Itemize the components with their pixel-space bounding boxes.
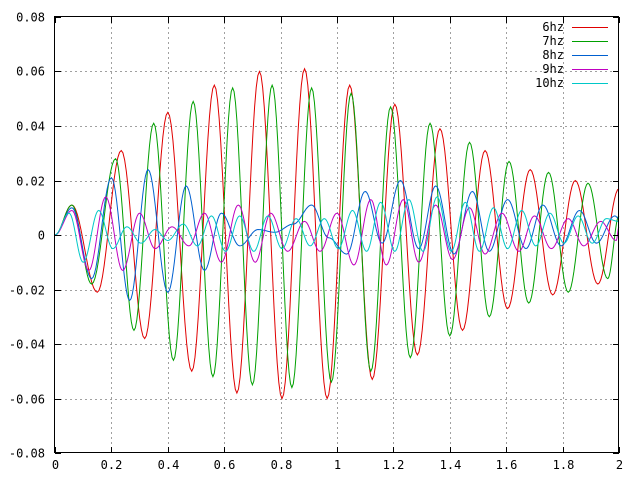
x-tick-label: 0 [52,458,59,472]
x-tick-label: 1 [334,458,341,472]
y-tick-label: -0.04 [9,338,45,352]
y-tick-label: -0.06 [9,393,45,407]
series-lines [54,67,620,400]
legend-label-6hz: 6hz [542,20,564,34]
x-tick-label: 1.4 [440,458,462,472]
x-tick-label: 0.6 [214,458,236,472]
legend-label-7hz: 7hz [542,34,564,48]
x-tick-labels: 0 0.2 0.4 0.6 0.8 1 1.2 1.4 1.6 1.8 2 [52,458,623,472]
legend-label-8hz: 8hz [542,48,564,62]
series-line-9hz [54,196,620,272]
x-tick-label: 0.2 [101,458,123,472]
y-tick-label: 0.04 [16,120,45,134]
y-tick-label: 0 [38,229,45,243]
y-tick-label: -0.02 [9,284,45,298]
y-tick-label: 0.08 [16,11,45,25]
y-tick-label: 0.02 [16,175,45,189]
legend-label-9hz: 9hz [542,62,564,76]
x-tick-label: 1.8 [553,458,575,472]
plot-frame [54,16,619,453]
x-tick-label: 0.8 [271,458,293,472]
y-tick-labels: -0.08 -0.06 -0.04 -0.02 0 0.02 0.04 0.06 0.08 [9,11,45,461]
y-tick-label: -0.08 [9,447,45,461]
x-tick-label: 1.2 [383,458,405,472]
x-tick-label: 2 [616,458,623,472]
series-line-6hz [54,67,620,400]
x-tick-label: 1.6 [496,458,518,472]
y-tick-label: 0.06 [16,65,45,79]
axis-ticks [55,17,620,454]
series-line-7hz [54,83,620,390]
x-tick-label: 0.4 [158,458,180,472]
legend-label-10hz: 10hz [535,76,564,90]
series-line-8hz [54,168,620,302]
series-line-10hz [54,196,620,263]
